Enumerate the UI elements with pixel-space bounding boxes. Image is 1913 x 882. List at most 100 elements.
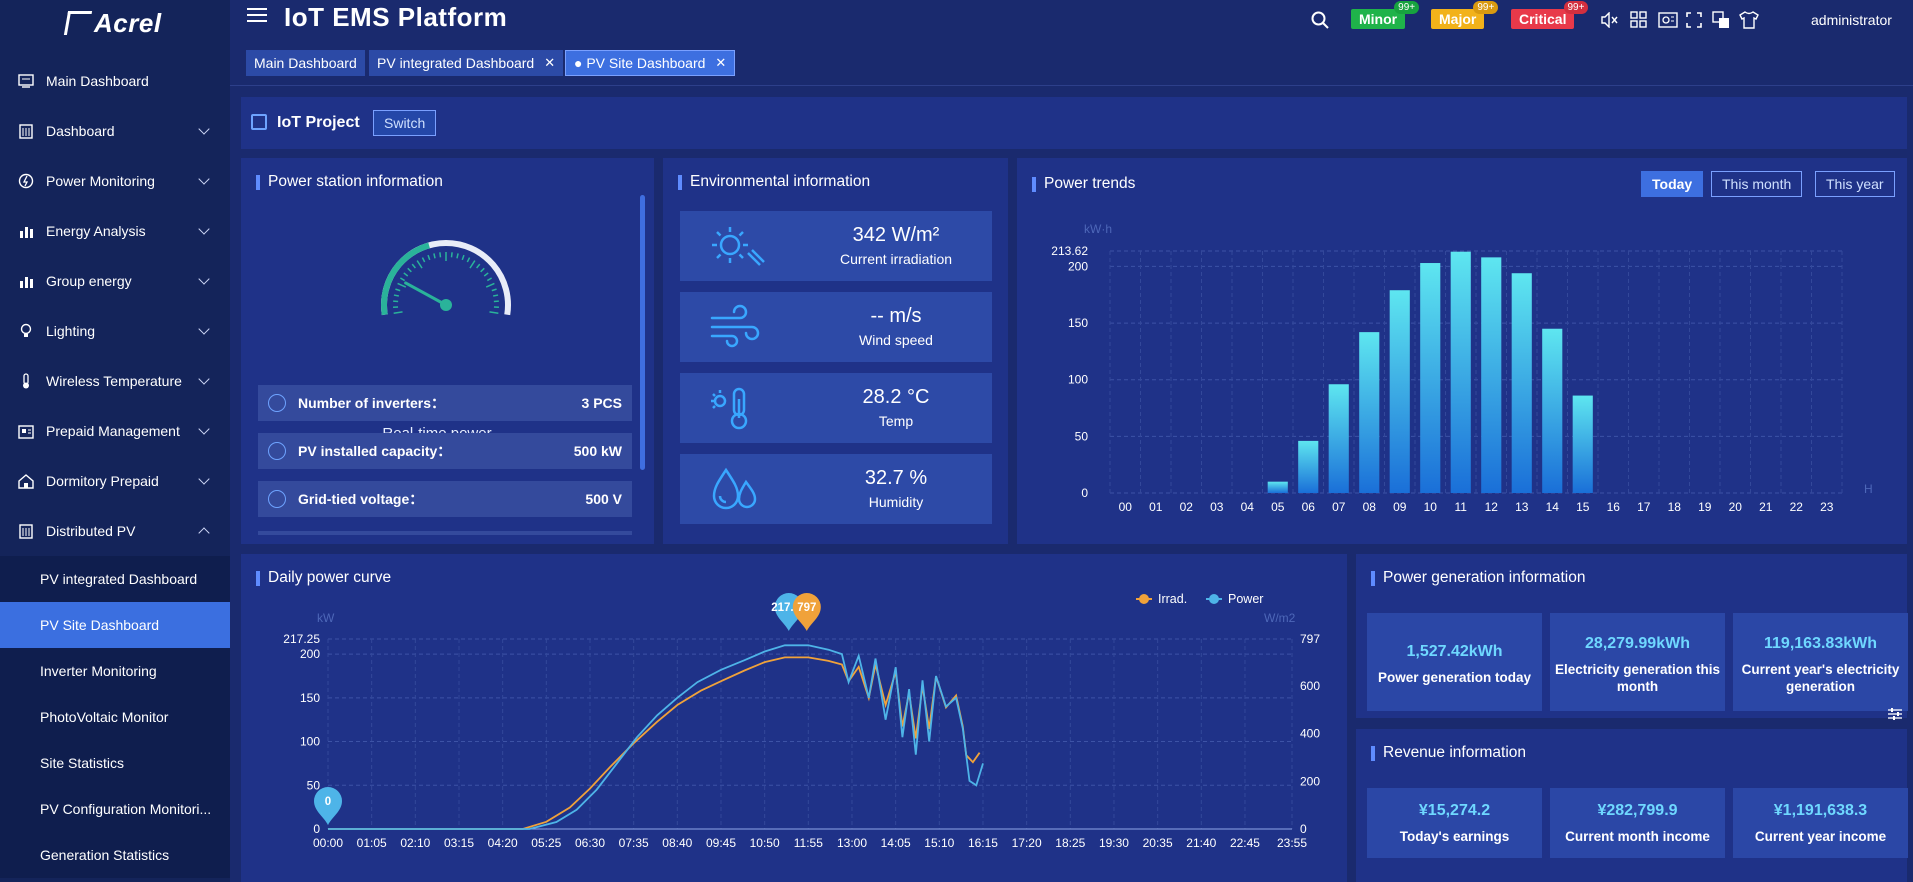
sidebar-subitem-site-statistics[interactable]: Site Statistics: [40, 755, 125, 771]
fullscreen-icon[interactable]: [1686, 0, 1702, 40]
this-month-button[interactable]: This month: [1711, 171, 1803, 197]
bar-06: [1298, 440, 1319, 493]
x-tick-label: 18: [1668, 500, 1682, 514]
language-icon[interactable]: [1712, 0, 1730, 40]
inverter-icon: [268, 394, 286, 412]
revenue-panel: Revenue information ¥15,274.2 Today's ear…: [1356, 729, 1908, 882]
alert-badge-critical[interactable]: Critical 99+: [1511, 1, 1589, 29]
project-bar: IoT Project Switch: [241, 97, 1907, 149]
x-tick-label: 09: [1393, 500, 1407, 514]
sidebar-item-group-energy[interactable]: Group energy: [0, 256, 230, 306]
today-button[interactable]: Today: [1641, 171, 1704, 197]
revenue-value: ¥15,274.2: [1418, 802, 1491, 819]
monitor-icon: [18, 73, 34, 89]
tab-pv-integrated-dashboard[interactable]: PV integrated Dashboard ✕: [369, 50, 564, 76]
tab-pv-site-dashboard[interactable]: ● PV Site Dashboard ✕: [565, 50, 736, 76]
sidebar-subitem-inverter-monitoring[interactable]: Inverter Monitoring: [40, 663, 157, 679]
x-tick-label: 17: [1637, 500, 1651, 514]
info-label: PV installed capacity：: [298, 443, 452, 459]
gauge-tick: [483, 272, 489, 277]
tab-main-dashboard[interactable]: Main Dashboard: [246, 50, 365, 76]
sidebar-item-dashboard[interactable]: Dashboard: [0, 106, 230, 156]
top-bar: IoT EMS Platform Minor 99+ Major 99+ Criti…: [230, 0, 1913, 40]
gauge-tick: [491, 288, 497, 292]
prepaid-icon: [18, 423, 34, 439]
sidebar-subitem-pv-site-dashboard[interactable]: PV Site Dashboard: [0, 602, 230, 648]
sidebar-item-prepaid-management[interactable]: Prepaid Management: [0, 406, 230, 456]
y-tick-label-left: 200: [300, 647, 320, 661]
revenue-card-month: ¥282,799.9 Current month income: [1550, 788, 1725, 858]
y-tick-label: 213.62: [1051, 244, 1088, 258]
close-icon[interactable]: ✕: [544, 55, 556, 70]
sidebar-subitem-pv-integrated-dashboard[interactable]: PV integrated Dashboard: [40, 571, 198, 587]
bar-10: [1420, 263, 1441, 493]
sidebar-item-power-monitoring[interactable]: Power Monitoring: [0, 156, 230, 206]
switch-project-button[interactable]: Switch: [373, 110, 437, 136]
gauge-tick: [480, 267, 485, 273]
x-tick-label: 08: [1363, 500, 1377, 514]
x-tick-label: 06: [1302, 500, 1316, 514]
series-line-power: [328, 644, 984, 830]
search-icon[interactable]: [1311, 0, 1329, 40]
sidebar-item-label: Main Dashboard: [46, 73, 149, 89]
x-tick-label: 23: [1820, 500, 1834, 514]
tab-label: ● PV Site Dashboard: [574, 55, 706, 71]
x-tick-label: 13: [1515, 500, 1529, 514]
mute-icon[interactable]: [1600, 0, 1618, 40]
building-icon: [18, 123, 34, 139]
gen-value: 28,279.99kWh: [1585, 635, 1690, 652]
alert-badge-minor[interactable]: Minor 99+: [1351, 1, 1420, 29]
x-tick-label: 10: [1424, 500, 1438, 514]
bar-chart-icon: [18, 223, 34, 239]
panel-title: Power station information: [256, 173, 443, 191]
x-tick-label: 11: [1455, 500, 1468, 514]
x-tick-label: 16: [1607, 500, 1621, 514]
alert-badge-major[interactable]: Major 99+: [1431, 1, 1499, 29]
env-text: 342 W/m² Current irradiation: [800, 223, 992, 267]
info-row-voltage: Grid-tied voltage： 500 V: [258, 481, 632, 517]
close-icon[interactable]: ✕: [715, 55, 727, 70]
chevron-down-icon: [198, 123, 210, 135]
sidebar-item-distributed-pv[interactable]: Distributed PV: [0, 506, 230, 556]
legend-dot: [1209, 594, 1219, 604]
sidebar-item-label: Energy Analysis: [46, 223, 146, 239]
panel-title: Daily power curve: [256, 569, 391, 587]
env-value: 342 W/m²: [852, 223, 940, 246]
sidebar-item-energy-analysis[interactable]: Energy Analysis: [0, 206, 230, 256]
chevron-down-icon: [198, 173, 210, 185]
info-label: Grid-tied voltage：: [298, 491, 424, 507]
info-label: Number of inverters：: [298, 395, 446, 411]
y-tick-label-right: 200: [1300, 774, 1320, 788]
settings-sliders-icon[interactable]: [1888, 707, 1902, 725]
x-tick-label: 05:25: [531, 836, 561, 850]
revenue-card-today: ¥15,274.2 Today's earnings: [1367, 788, 1542, 858]
alert-label: Minor: [1359, 11, 1398, 27]
info-value: 500 kW: [573, 443, 622, 459]
tab-label: Main Dashboard: [254, 55, 357, 71]
user-name[interactable]: administrator: [1811, 12, 1892, 28]
panel-scrollbar[interactable]: [640, 195, 645, 470]
this-year-button[interactable]: This year: [1815, 171, 1895, 197]
menu-toggle-icon[interactable]: [247, 8, 267, 24]
sidebar-subitem-generation-statistics[interactable]: Generation Statistics: [40, 847, 170, 863]
sidebar-item-dormitory-prepaid[interactable]: Dormitory Prepaid: [0, 456, 230, 506]
sidebar-subitem-pv-configuration-monitoring[interactable]: PV Configuration Monitori...: [40, 801, 212, 817]
power-icon: [18, 173, 34, 189]
grid-view-icon[interactable]: [1630, 0, 1648, 40]
theme-shirt-icon[interactable]: [1739, 0, 1759, 40]
gauge-tick: [461, 254, 465, 261]
sidebar-item-label: Group energy: [46, 273, 132, 289]
x-tick-label: 10:50: [750, 836, 780, 850]
power-trends-panel: Power trends Today This month This year …: [1017, 158, 1907, 544]
acrel-logo[interactable]: Acrel: [63, 8, 162, 38]
sidebar-subitem-photovoltaic-monitor[interactable]: PhotoVoltaic Monitor: [40, 709, 169, 725]
sidebar-item-label: Dormitory Prepaid: [46, 473, 159, 489]
legend-label: Irrad.: [1158, 592, 1187, 606]
sidebar-item-lighting[interactable]: Lighting: [0, 306, 230, 356]
sidebar-item-main-dashboard[interactable]: Main Dashboard: [0, 56, 230, 106]
gen-label: Power generation today: [1377, 670, 1532, 685]
sidebar-item-wireless-temperature[interactable]: Wireless Temperature: [0, 356, 230, 406]
screen-icon[interactable]: [1658, 0, 1678, 40]
generation-panel: Power generation information 1,527.42kWh…: [1356, 554, 1908, 720]
x-tick-label: 04:20: [488, 836, 518, 850]
